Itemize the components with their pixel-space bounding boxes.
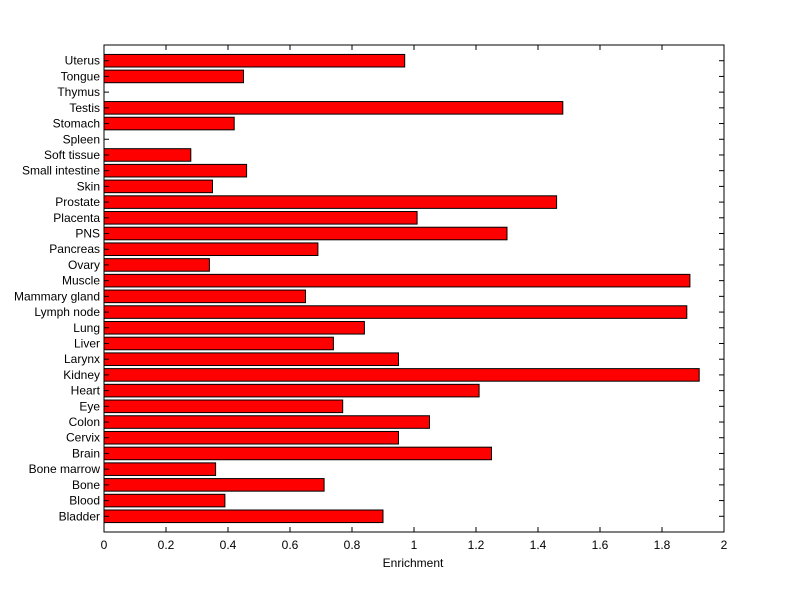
bar-muscle [103, 273, 691, 288]
y-tick-label: Brain [72, 446, 100, 460]
bar-blood [103, 493, 226, 508]
bar-lung [103, 320, 365, 335]
y-tick-label: Larynx [64, 352, 100, 366]
y-tick-label: Eye [79, 399, 100, 413]
y-tick-label: Pancreas [49, 242, 100, 256]
bar-liver [103, 336, 334, 351]
bar-eye [103, 399, 344, 414]
y-tick-label: Testis [69, 101, 100, 115]
y-tick-label: Lymph node [34, 305, 100, 319]
y-tick-label: PNS [75, 227, 100, 241]
x-tick-label: 0.4 [220, 538, 237, 552]
y-tick-label: Spleen [63, 132, 100, 146]
plot-area-frame [103, 44, 725, 533]
bar-bladder [103, 509, 384, 524]
bar-prostate [103, 195, 558, 209]
y-tick-label: Uterus [65, 54, 100, 68]
bar-brain [103, 446, 492, 461]
x-tick-label: 1.4 [530, 538, 547, 552]
bar-uterus [103, 53, 406, 68]
y-tick-label: Colon [69, 415, 100, 429]
y-tick-label: Lung [73, 321, 100, 335]
y-tick-label: Heart [71, 384, 101, 398]
y-tick-label: Mammary gland [14, 289, 100, 303]
y-tick-label: Placenta [53, 211, 100, 225]
y-tick-label: Small intestine [22, 164, 100, 178]
bar-cervix [103, 430, 399, 445]
bar-small-intestine [103, 163, 248, 178]
y-tick-label: Bone [72, 478, 100, 492]
x-tick-label: 1.6 [592, 538, 609, 552]
x-axis-title: Enrichment [383, 556, 444, 570]
y-tick-label: Soft tissue [44, 148, 100, 162]
y-tick-label: Skin [77, 179, 100, 193]
bar-placenta [103, 211, 418, 225]
bar-bone-marrow [103, 462, 217, 476]
y-tick-label: Thymus [57, 85, 100, 99]
x-tick-label: 0 [101, 538, 108, 552]
bar-pns [103, 226, 508, 241]
bar-mammary-gland [103, 289, 306, 304]
bar-lymph-node [103, 305, 688, 319]
bar-larynx [103, 352, 399, 366]
x-tick-label: 1.2 [468, 538, 485, 552]
y-tick-label: Prostate [55, 195, 100, 209]
x-tick-label: 0.2 [158, 538, 175, 552]
y-tick-label: Kidney [63, 368, 100, 382]
y-tick-label: Blood [69, 494, 100, 508]
bar-kidney [103, 368, 700, 382]
bar-skin [103, 179, 213, 194]
bar-soft-tissue [103, 148, 192, 162]
bar-ovary [103, 258, 210, 272]
bar-tongue [103, 69, 244, 84]
x-tick-label: 1 [411, 538, 418, 552]
bar-stomach [103, 116, 235, 131]
bar-heart [103, 383, 480, 398]
y-tick-label: Stomach [53, 117, 100, 131]
bar-pancreas [103, 242, 319, 257]
y-tick-label: Muscle [62, 274, 100, 288]
x-tick-label: 1.8 [654, 538, 671, 552]
y-tick-label: Bladder [59, 509, 100, 523]
bar-bone [103, 478, 325, 492]
x-tick-label: 2 [721, 538, 728, 552]
bar-colon [103, 415, 430, 429]
y-tick-label: Liver [74, 336, 100, 350]
y-tick-label: Tongue [61, 69, 101, 83]
y-tick-label: Cervix [66, 431, 100, 445]
y-tick-label: Ovary [68, 258, 100, 272]
x-tick-label: 0.8 [344, 538, 361, 552]
bar-testis [103, 101, 564, 115]
y-tick-label: Bone marrow [29, 462, 101, 476]
x-tick-label: 0.6 [282, 538, 299, 552]
